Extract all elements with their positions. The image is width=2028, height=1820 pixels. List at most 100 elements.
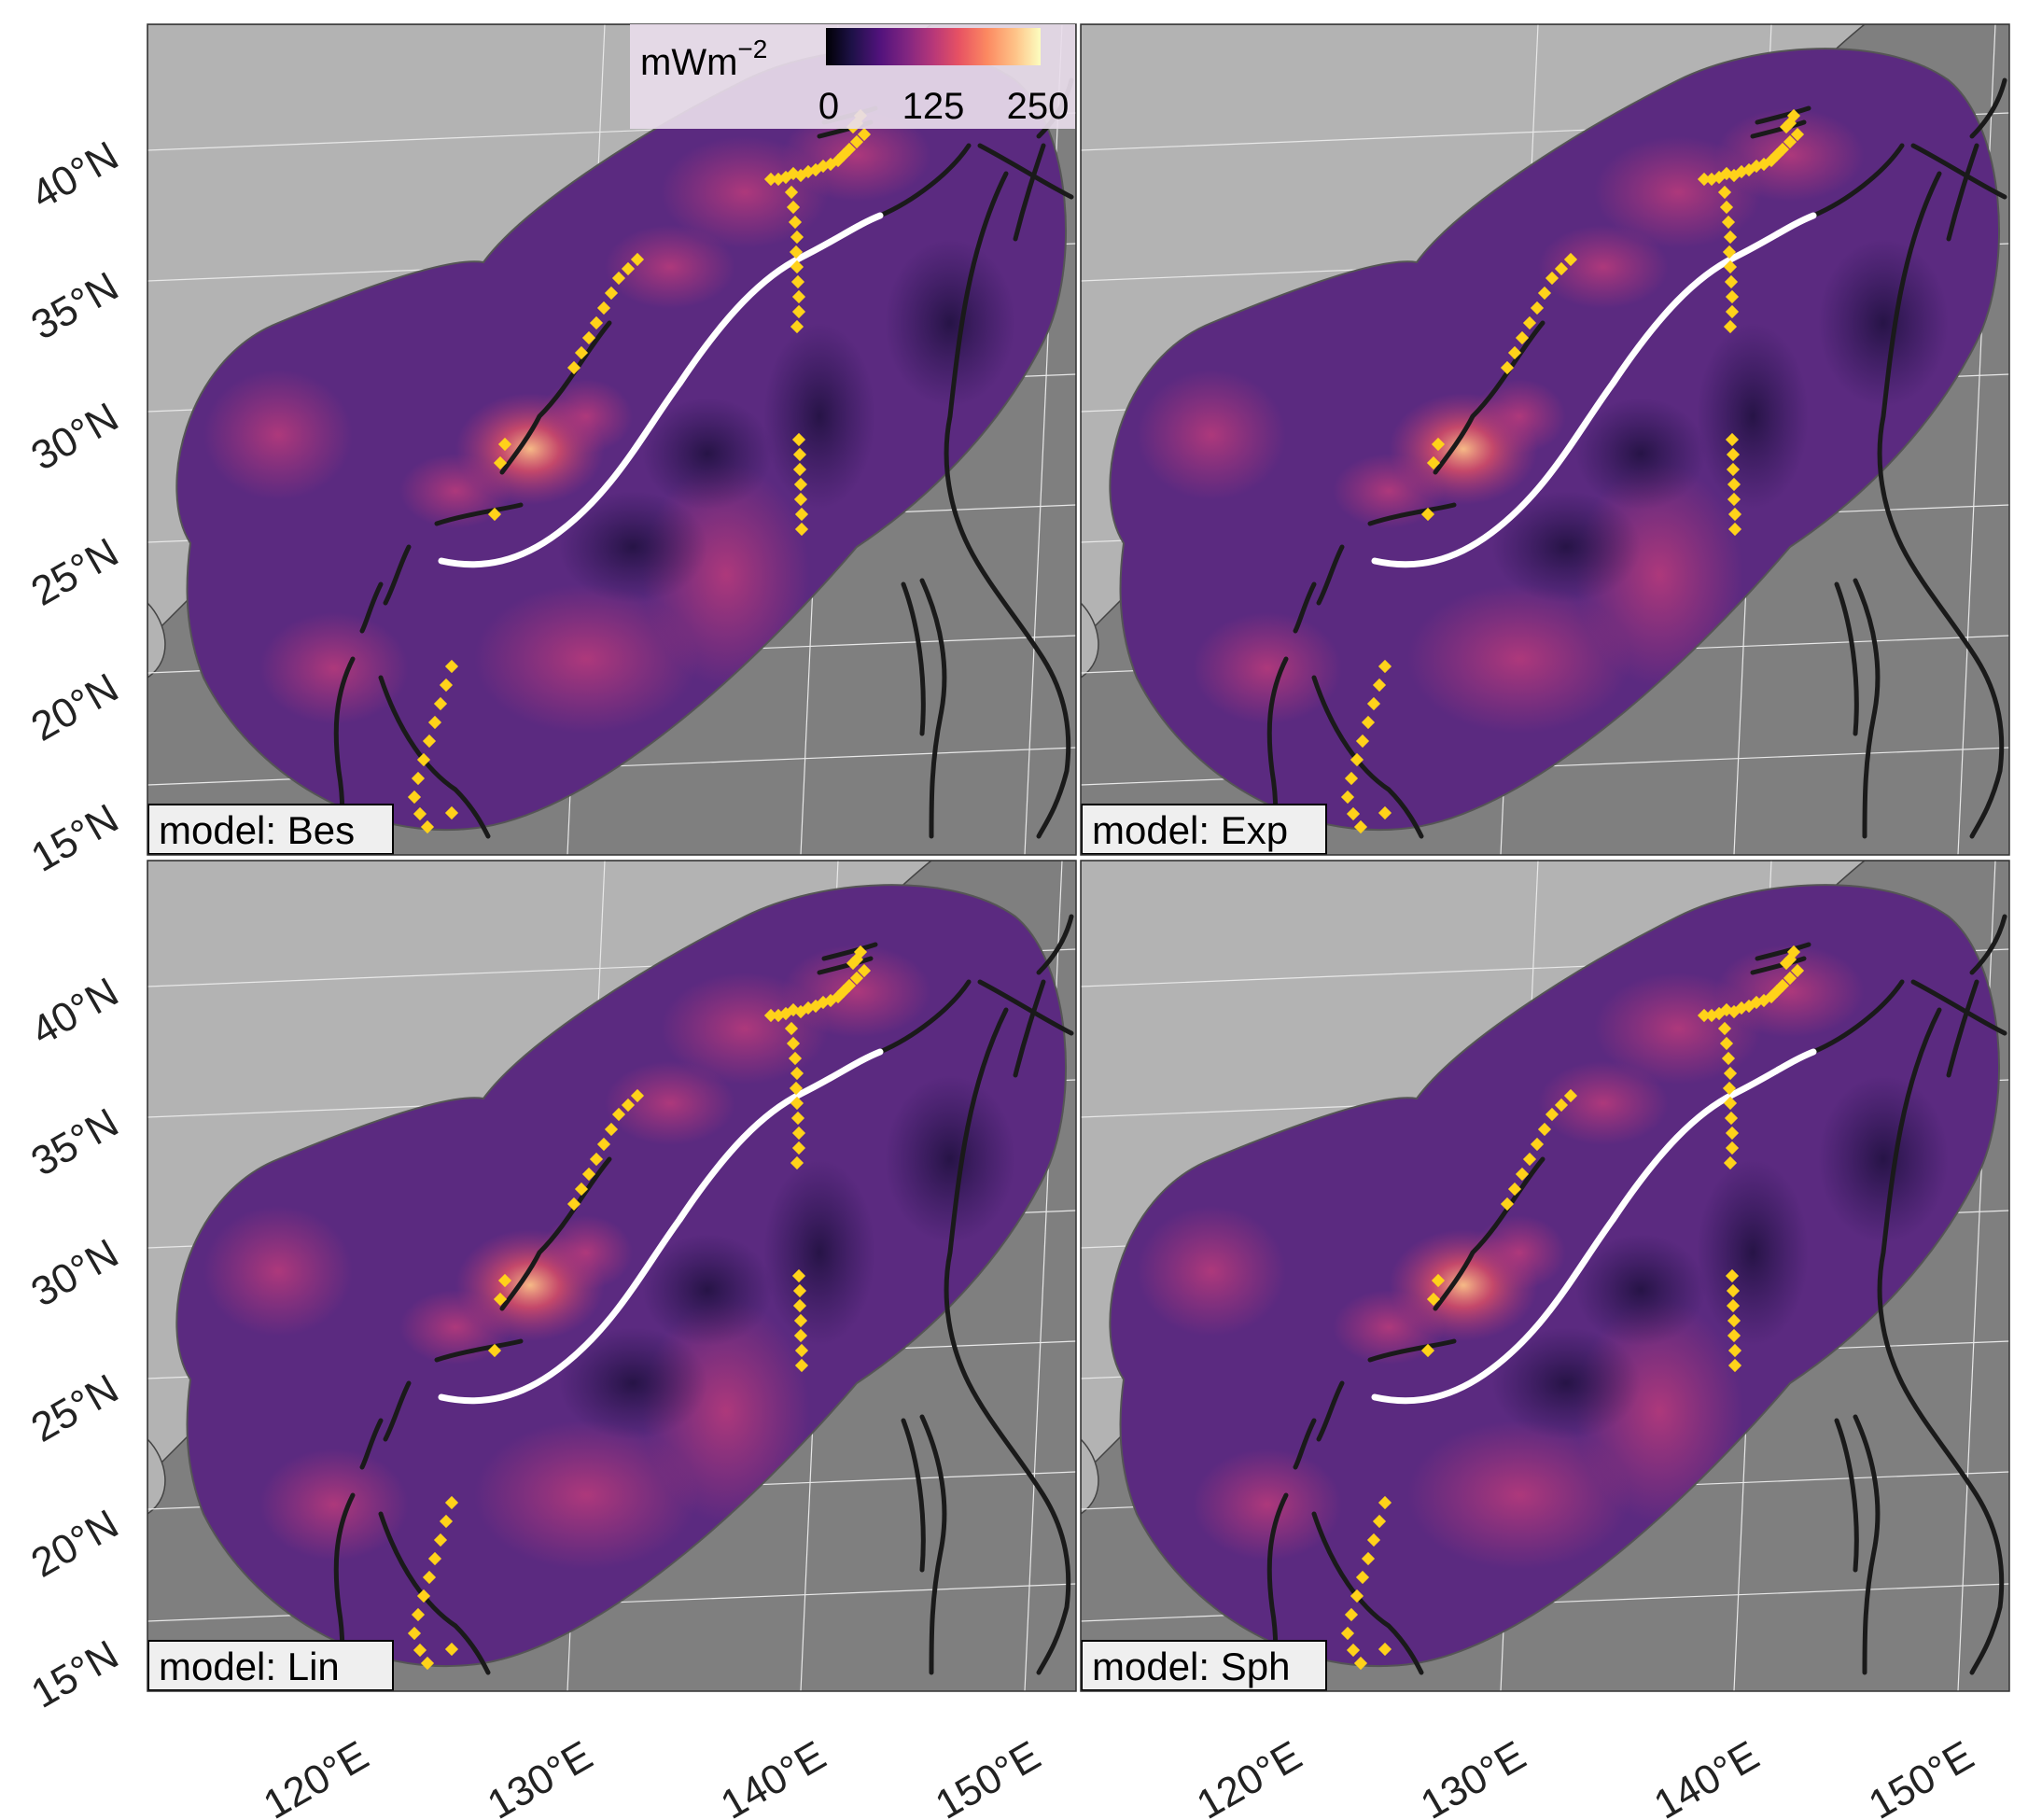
marker — [1725, 1268, 1740, 1283]
marker — [786, 1036, 801, 1051]
map-panel-bes: model: Bes — [147, 23, 1077, 856]
marker — [1704, 172, 1719, 187]
marker — [1378, 1642, 1392, 1657]
marker — [1563, 1088, 1578, 1103]
panel-label-text: model: Lin — [159, 1645, 340, 1688]
plate-boundary — [977, 979, 1074, 1036]
marker — [444, 1642, 459, 1657]
panel-label-text: model: Sph — [1092, 1645, 1290, 1688]
marker — [413, 1643, 427, 1658]
marker — [790, 1155, 804, 1170]
legend-title: mWm−2 — [640, 35, 767, 83]
marker — [1723, 230, 1738, 245]
marker — [420, 1656, 435, 1671]
heat-flow-field — [176, 49, 1066, 831]
marker — [1515, 1167, 1530, 1182]
marker — [422, 734, 437, 749]
x-tick-label: 120°E — [1189, 1732, 1309, 1820]
marker — [789, 1081, 804, 1096]
plate-boundary — [944, 1007, 1071, 1675]
marker — [1554, 1098, 1569, 1113]
marker — [1340, 790, 1355, 805]
marker — [1727, 1343, 1742, 1358]
marker — [439, 678, 454, 693]
marker — [433, 696, 448, 711]
marker — [1353, 1656, 1368, 1671]
marker — [791, 304, 806, 319]
highlighted-trench — [1371, 212, 1817, 568]
plate-boundary — [877, 143, 972, 218]
marker — [793, 492, 808, 507]
marker — [630, 1088, 645, 1103]
marker — [790, 1066, 804, 1081]
marker — [1727, 1358, 1742, 1373]
plate-boundary — [1013, 143, 1046, 242]
marker — [1530, 301, 1545, 315]
marker — [416, 1589, 431, 1603]
marker — [411, 1607, 426, 1622]
marker — [1420, 1343, 1435, 1358]
panel-label-text: model: Bes — [159, 808, 355, 852]
marker — [1727, 1313, 1741, 1328]
legend-colorbar — [826, 28, 1041, 65]
marker — [1344, 1607, 1359, 1622]
map-panel-sph: model: Sph — [1080, 860, 2010, 1692]
marker — [1727, 522, 1742, 537]
marker — [1726, 462, 1741, 477]
land-mass — [147, 1437, 166, 1515]
marker — [444, 659, 459, 674]
y-tick-label: 15°N — [23, 795, 126, 881]
marker — [1378, 659, 1392, 674]
marker — [420, 819, 435, 834]
marker — [1366, 696, 1381, 711]
plate-boundary — [1910, 143, 2007, 200]
marker — [1522, 315, 1537, 330]
map-panel-lin: model: Lin — [147, 860, 1077, 1692]
plate-boundary — [919, 578, 947, 839]
x-tick-label: 130°E — [1413, 1732, 1533, 1820]
plate-boundary — [1910, 979, 2007, 1036]
plate-boundary — [1311, 675, 1424, 839]
highlighted-trench — [438, 212, 884, 568]
marker — [1786, 945, 1801, 959]
panel-label: model: Lin — [147, 1640, 394, 1691]
map-panel-exp: model: Exp — [1080, 23, 2010, 856]
marker — [1530, 1137, 1545, 1152]
marker — [794, 1343, 809, 1358]
marker — [1727, 507, 1742, 522]
marker — [1372, 1514, 1387, 1529]
marker — [433, 1533, 448, 1547]
marker — [487, 1343, 502, 1358]
plate-boundary — [1755, 105, 1811, 125]
marker — [1697, 1008, 1712, 1023]
marker — [1372, 678, 1387, 693]
land-mass — [1081, 1437, 1099, 1515]
plate-boundary — [383, 544, 412, 606]
marker — [1500, 1197, 1515, 1211]
y-tick-label: 30°N — [23, 1230, 126, 1316]
marker — [1779, 119, 1794, 134]
marker — [1726, 1298, 1741, 1313]
marker — [574, 1182, 589, 1197]
marker — [788, 1051, 803, 1066]
marker — [791, 289, 806, 304]
marker — [581, 330, 596, 345]
marker — [1725, 1141, 1740, 1155]
marker — [1697, 172, 1712, 187]
legend-tick-0: 0 — [818, 86, 839, 127]
legend-tick-125: 125 — [902, 86, 965, 127]
plate-boundary — [383, 1380, 412, 1442]
marker — [439, 1514, 454, 1529]
x-tick-label: 150°E — [928, 1732, 1048, 1820]
y-tick-label: 25°N — [23, 1365, 126, 1451]
marker — [1350, 752, 1364, 767]
marker — [1554, 261, 1569, 276]
marker — [1507, 345, 1522, 360]
plate-boundary — [1433, 320, 1545, 475]
marker — [793, 1328, 808, 1343]
y-axis-labels-bottom: 40°N 35°N 30°N 25°N 20°N 15°N — [23, 969, 126, 1717]
plate-boundary — [901, 1418, 926, 1573]
marker — [771, 172, 786, 187]
marker — [1721, 215, 1736, 230]
marker — [1726, 1283, 1741, 1298]
